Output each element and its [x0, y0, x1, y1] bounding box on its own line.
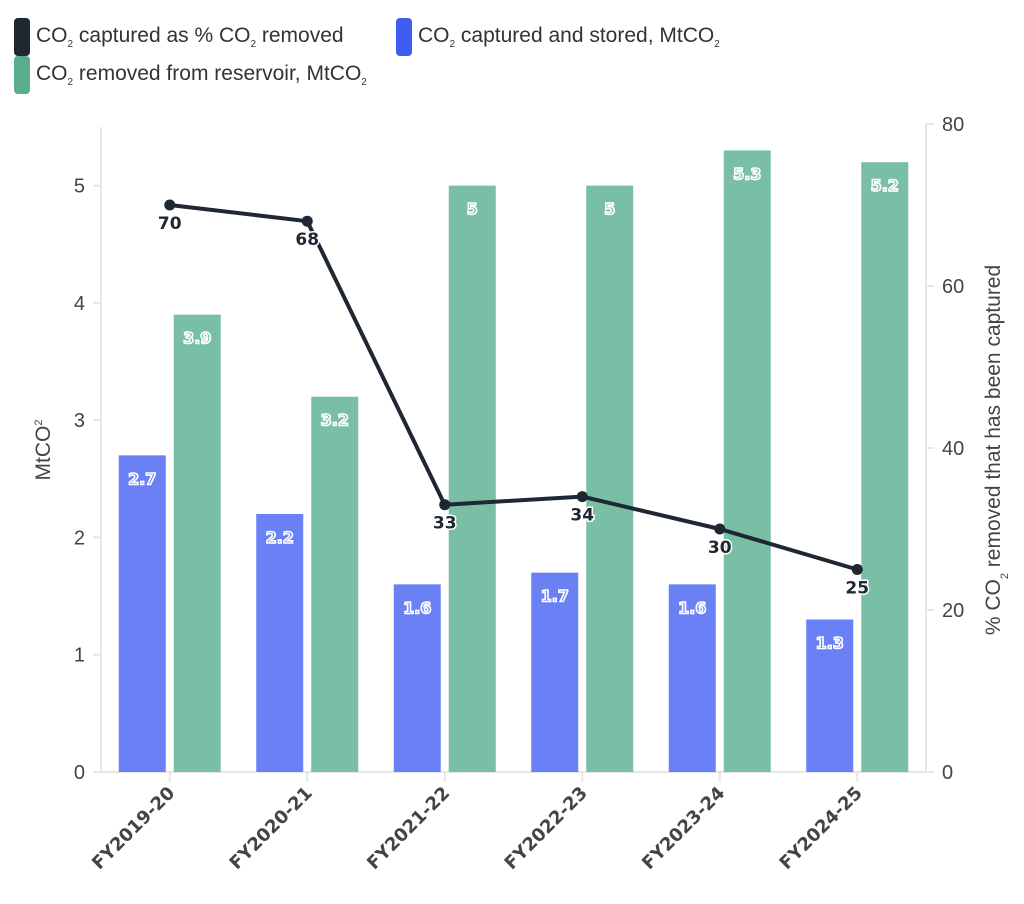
bar-value-label: 1.6	[403, 598, 431, 617]
bar-captured-stored	[256, 514, 304, 772]
right-tick-label: 20	[942, 600, 964, 622]
right-tick-label: 0	[942, 762, 953, 784]
right-tick-label: 40	[942, 438, 964, 460]
line-value-label: 34	[570, 506, 594, 526]
bar-value-label: 1.6	[678, 598, 706, 617]
legend-item-removed-reservoir[interactable]: CO2 removed from reservoir, MtCO2	[14, 56, 367, 94]
line-point	[301, 215, 313, 227]
legend-swatch-captured-stored	[396, 18, 412, 56]
bar-captured-stored	[531, 572, 579, 772]
bar-value-label: 3.9	[183, 329, 211, 348]
bar-value-label: 1.7	[541, 587, 569, 606]
legend-item-captured-stored[interactable]: CO2 captured and stored, MtCO2	[396, 18, 720, 56]
line-point	[714, 523, 726, 535]
bar-removed-reservoir	[173, 314, 221, 772]
x-tick-label: FY2024-25	[776, 783, 867, 874]
right-tick-label: 80	[942, 114, 964, 136]
legend-label-removed-reservoir: CO2 removed from reservoir, MtCO2	[36, 62, 367, 88]
legend-swatch-removed-reservoir	[14, 56, 30, 94]
bar-captured-stored	[668, 584, 716, 772]
x-tick-label: FY2022-23	[501, 783, 592, 874]
left-tick-label: 0	[74, 762, 85, 784]
line-series	[164, 199, 863, 575]
legend-label-captured-stored: CO2 captured and stored, MtCO2	[418, 24, 720, 50]
bar-removed-reservoir	[723, 150, 771, 773]
legend-item-percent-captured[interactable]: CO2 captured as % CO2 removed	[14, 18, 344, 56]
line-point	[164, 199, 176, 211]
line-value-label: 30	[708, 538, 732, 558]
bar-removed-reservoir	[586, 185, 634, 773]
legend-label-percent-captured: CO2 captured as % CO2 removed	[36, 24, 344, 50]
bar-value-label: 2.2	[266, 528, 294, 547]
right-tick-label: 60	[942, 276, 964, 298]
right-axis-title: % CO2 removed that has been captured	[982, 265, 1011, 635]
bar-removed-reservoir	[448, 185, 496, 773]
left-tick-label: 5	[74, 176, 85, 198]
bar-value-label: 5.3	[733, 164, 761, 183]
bar-value-label: 5.2	[871, 176, 899, 195]
line-value-label: 25	[845, 579, 869, 599]
x-tick-label: FY2023-24	[638, 783, 729, 874]
left-tick-label: 4	[74, 293, 85, 315]
bar-removed-reservoir	[311, 396, 359, 772]
data-labels: 2.7 2.2 1.6 1.7 1.6 1.3 3.9 3.2 5 5 5.3 5.2 70 68 33 34…	[127, 164, 899, 654]
line-point	[576, 491, 588, 503]
line-value-label: 33	[433, 514, 457, 534]
left-axis-title: MtCO2	[32, 420, 55, 481]
x-tick-label: FY2019-20	[88, 783, 179, 874]
line-point	[851, 564, 863, 575]
x-tick-label: FY2021-22	[363, 783, 454, 874]
bar-value-label: 5	[467, 200, 478, 219]
line-point	[439, 499, 451, 511]
legend-swatch-percent-captured	[14, 18, 30, 56]
bar-value-label: 3.2	[321, 411, 349, 430]
line-value-label: 70	[158, 214, 182, 234]
left-tick-label: 3	[74, 410, 85, 432]
bars	[118, 150, 909, 773]
bar-captured-stored	[393, 584, 441, 772]
line-percent-captured	[169, 203, 858, 572]
bar-captured-stored	[806, 619, 854, 772]
bar-value-label: 5	[604, 200, 615, 219]
bar-removed-reservoir	[861, 162, 909, 772]
line-value-label: 68	[295, 230, 319, 250]
bar-value-label: 2.7	[128, 469, 156, 488]
x-tick-label: FY2020-21	[226, 783, 317, 874]
left-tick-label: 2	[74, 527, 85, 549]
left-tick-label: 1	[74, 645, 85, 667]
bar-value-label: 1.3	[816, 634, 844, 653]
bar-captured-stored	[118, 455, 166, 772]
